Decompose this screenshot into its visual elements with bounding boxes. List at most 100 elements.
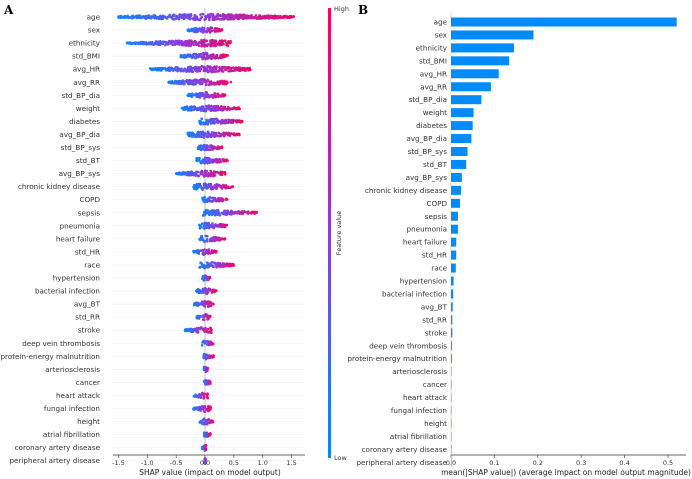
feature-label: age — [87, 13, 101, 22]
shap-point — [190, 69, 194, 73]
bar-plot: age sex ethnicity std_BMI avg_HR avg_RR std_BP… — [347, 12, 691, 477]
shap-point — [200, 15, 204, 19]
shap-point — [198, 421, 202, 424]
shap-point — [203, 52, 206, 55]
bar-label: diabetes — [416, 121, 447, 130]
shap-point — [210, 131, 214, 134]
shap-point — [215, 14, 218, 18]
shap-point — [217, 238, 220, 242]
shap-point — [210, 159, 214, 162]
shap-point — [208, 95, 212, 99]
shap-point — [216, 170, 219, 174]
shap-point — [196, 131, 200, 135]
shap-point — [211, 53, 215, 56]
bar-label: sepsis — [425, 212, 447, 221]
bar — [451, 147, 468, 156]
shap-point — [218, 14, 222, 17]
shap-point — [199, 224, 202, 228]
shap-point — [205, 330, 209, 334]
shap-point — [200, 301, 204, 305]
shap-point — [202, 175, 206, 178]
bar-label: protein-energy malnutrition — [347, 354, 447, 363]
shap-point — [209, 40, 212, 44]
shap-point — [192, 394, 196, 398]
feature-label: avg_RR — [73, 78, 100, 87]
shap-point — [155, 40, 159, 44]
shap-point — [225, 131, 228, 135]
shap-point — [222, 42, 225, 46]
shap-point — [202, 251, 206, 255]
bar-label: std_RR — [422, 315, 447, 324]
shap-point — [203, 461, 206, 465]
shap-point — [189, 82, 193, 85]
shap-point — [216, 146, 220, 149]
shap-point — [219, 56, 223, 60]
shap-point — [209, 27, 212, 30]
shap-point — [217, 94, 221, 97]
x-tick-label: -1.0 — [141, 459, 154, 467]
shap-point — [202, 392, 205, 396]
shap-point — [225, 53, 229, 57]
shap-point — [203, 27, 206, 30]
shap-point — [218, 212, 221, 215]
shap-point — [144, 15, 148, 18]
shap-point — [198, 147, 202, 151]
shap-point — [190, 135, 194, 138]
shap-point — [225, 68, 228, 71]
x-axis-title: SHAP value (impact on model output) — [139, 468, 281, 477]
shap-point — [201, 12, 204, 16]
shap-point — [229, 13, 233, 17]
shap-point — [202, 224, 206, 228]
shap-point — [194, 250, 198, 254]
shap-point — [231, 121, 235, 124]
shap-point — [220, 28, 223, 31]
shap-point — [229, 80, 233, 84]
shap-point — [205, 422, 209, 426]
shap-point — [203, 66, 207, 69]
shap-point — [224, 159, 228, 162]
bar-label: COPD — [426, 199, 447, 208]
shap-point — [174, 68, 178, 72]
shap-point — [178, 13, 182, 16]
feature-label: height — [77, 417, 100, 426]
shap-point — [200, 277, 204, 280]
shap-point — [203, 405, 207, 408]
shap-point — [201, 77, 204, 81]
shap-point — [120, 15, 124, 19]
shap-point — [201, 196, 204, 200]
shap-point — [201, 147, 204, 151]
shap-point — [197, 185, 200, 189]
shap-point — [249, 16, 253, 20]
shap-point — [200, 446, 204, 450]
shap-point — [225, 213, 228, 217]
shap-point — [235, 133, 239, 137]
shap-point — [245, 16, 248, 19]
shap-point — [180, 43, 184, 47]
feature-label: std_RR — [75, 313, 100, 322]
shap-point — [234, 120, 238, 123]
shap-point — [213, 238, 216, 242]
shap-point — [200, 407, 203, 411]
shap-point — [220, 70, 224, 73]
shap-point — [213, 146, 216, 149]
shap-point — [131, 15, 135, 19]
feature-label: stroke — [78, 326, 101, 335]
shap-point — [216, 158, 219, 162]
bar — [451, 121, 473, 131]
shap-point — [202, 434, 206, 438]
bar-label: ethnicity — [416, 43, 448, 52]
shap-point — [203, 406, 207, 410]
shap-point — [224, 15, 227, 18]
shap-point — [213, 224, 216, 228]
shap-point — [178, 41, 181, 44]
shap-point — [141, 42, 145, 45]
shap-point — [241, 209, 244, 213]
shap-point — [223, 39, 227, 42]
shap-point — [208, 382, 212, 385]
shap-point — [219, 81, 223, 85]
shap-point — [213, 83, 217, 86]
shap-point — [211, 42, 215, 45]
shap-point — [248, 68, 251, 71]
shap-point — [199, 171, 202, 174]
shap-point — [206, 135, 209, 139]
